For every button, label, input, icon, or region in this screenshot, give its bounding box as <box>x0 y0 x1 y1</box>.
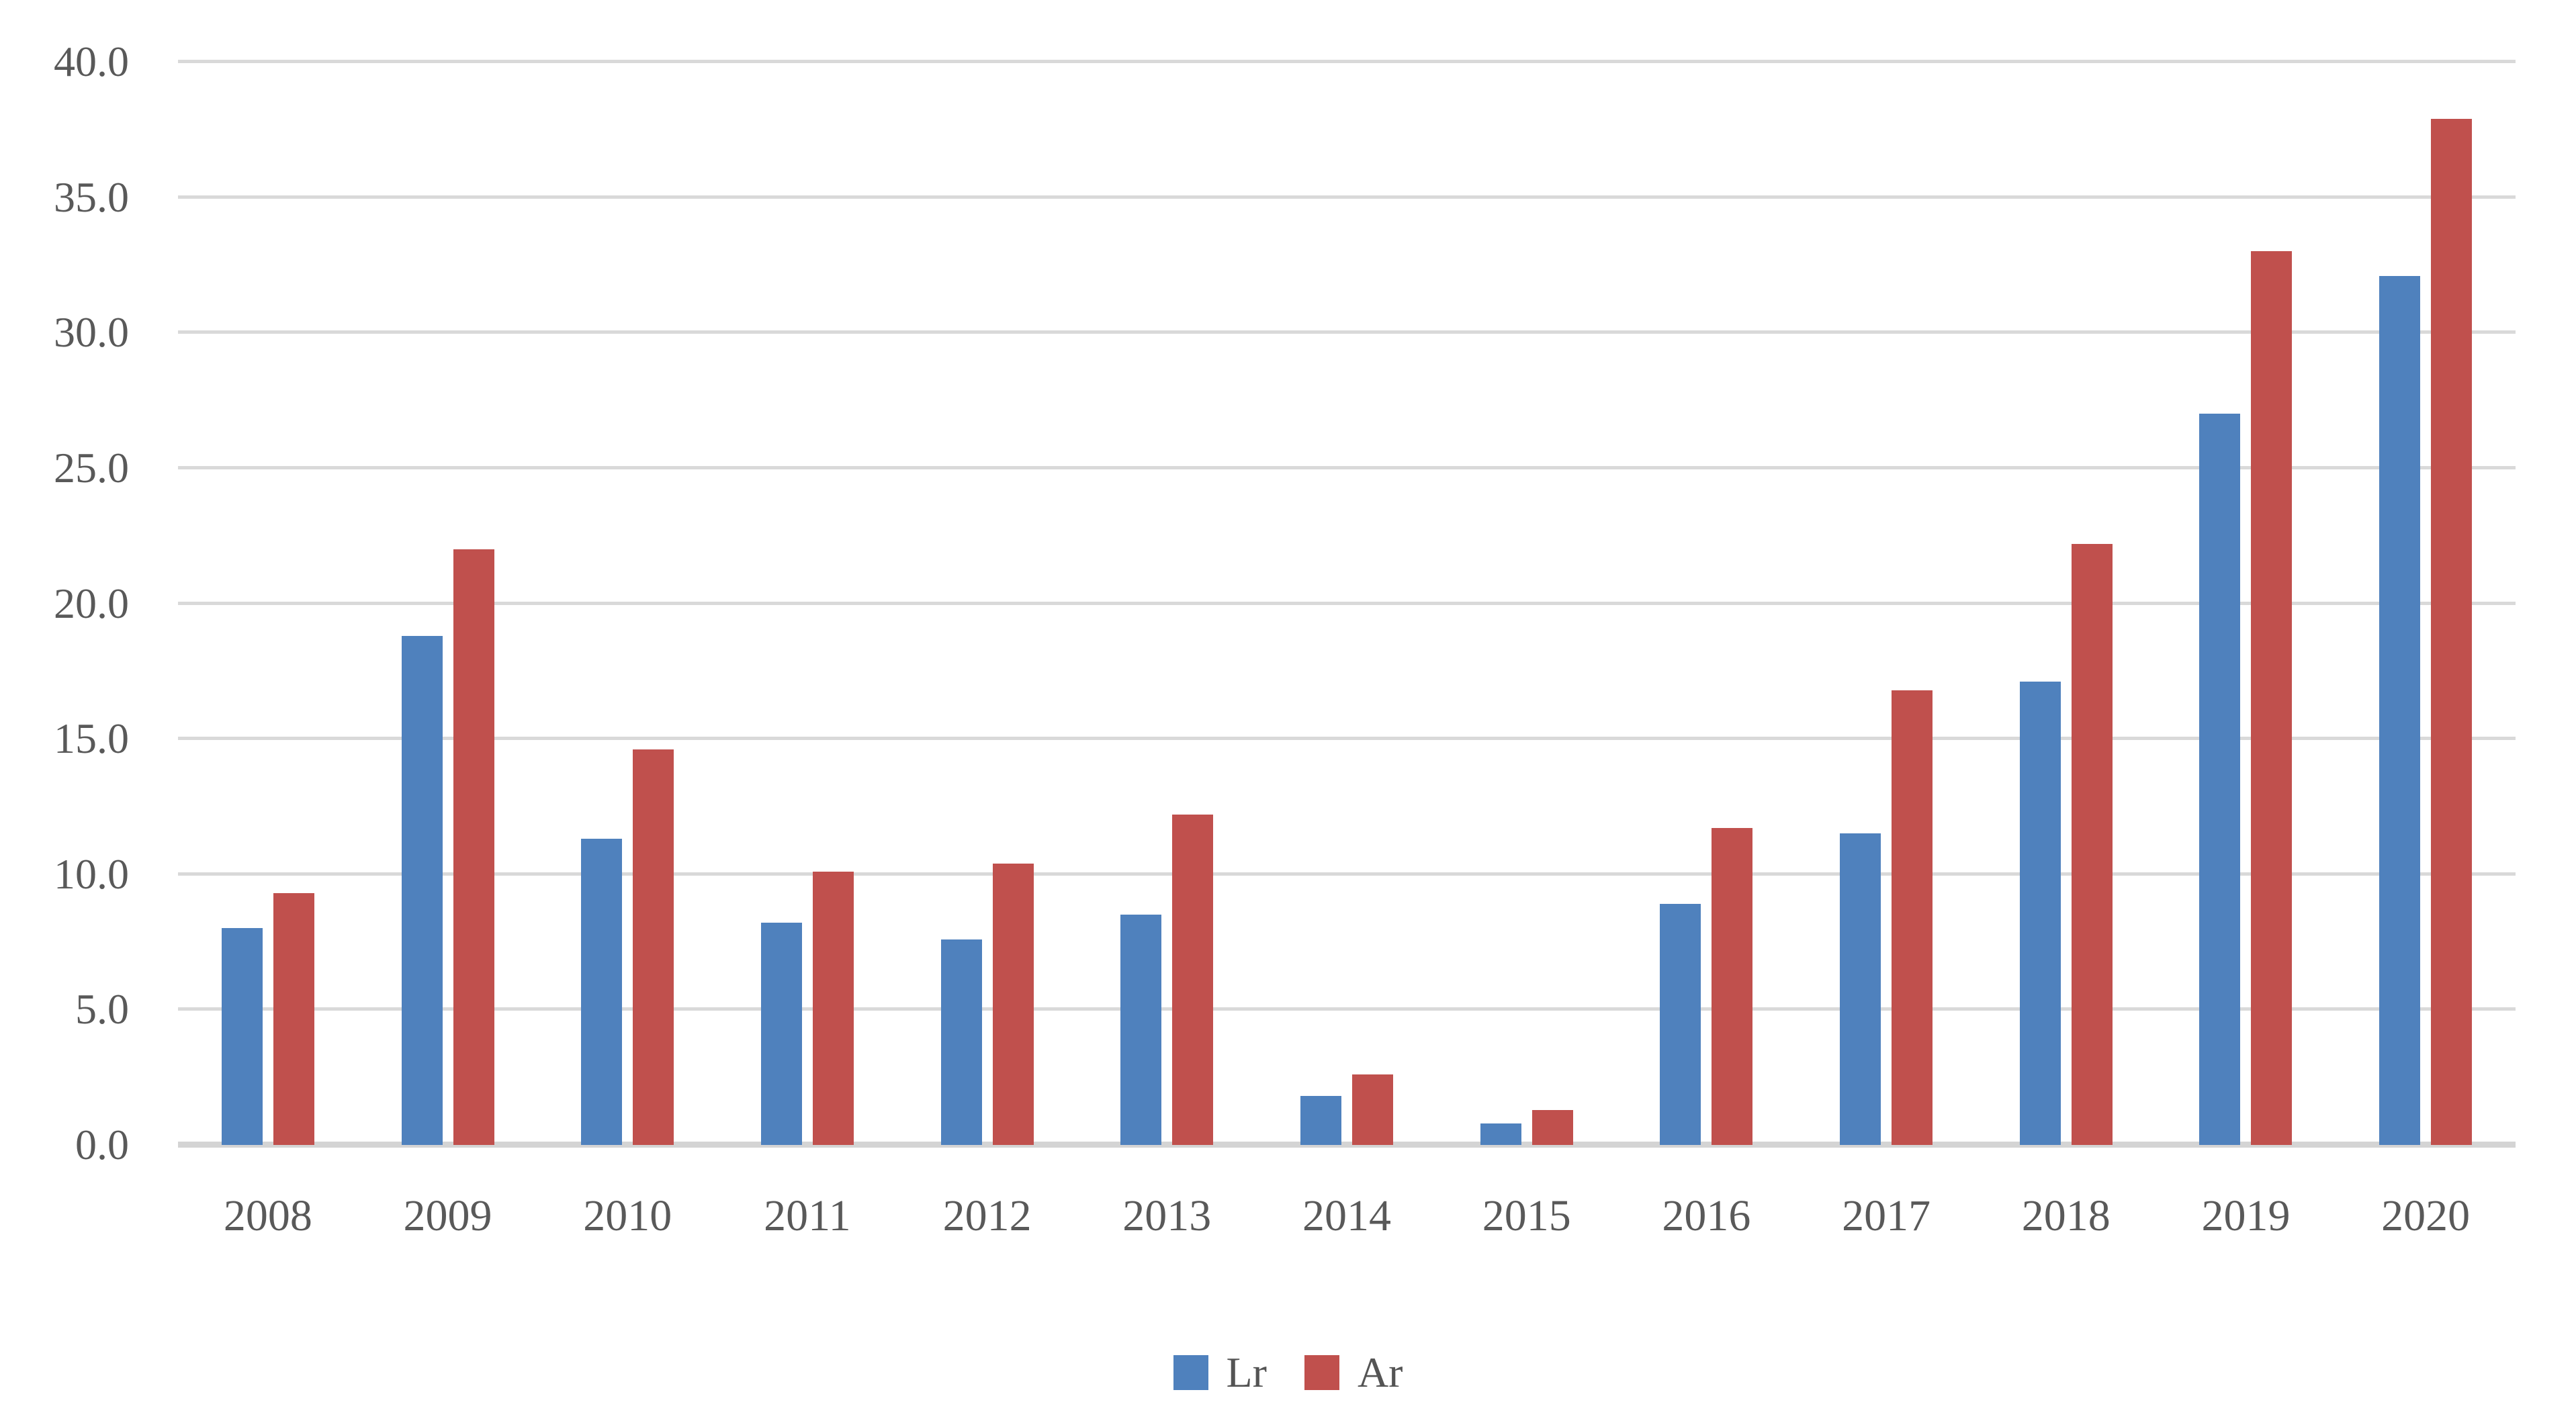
x-axis-baseline <box>178 1142 2516 1148</box>
gridline <box>178 1007 2516 1011</box>
x-tick-label: 2008 <box>223 1191 312 1240</box>
y-tick-label: 40.0 <box>54 38 129 85</box>
gridline <box>178 601 2516 605</box>
bar-lr-2016 <box>1660 904 1701 1145</box>
x-tick-label: 2011 <box>764 1191 851 1240</box>
x-tick-label: 2014 <box>1302 1191 1391 1240</box>
legend-swatch-lr <box>1173 1355 1208 1390</box>
y-tick-label: 25.0 <box>54 443 129 492</box>
bar-ar-2018 <box>2071 543 2113 1145</box>
bar-lr-2017 <box>1840 833 1881 1145</box>
bar-group-2015 <box>1480 1109 1573 1145</box>
y-tick-label: 10.0 <box>54 849 129 898</box>
legend-label-ar: Ar <box>1357 1348 1403 1396</box>
bar-ar-2010 <box>633 749 674 1145</box>
bar-lr-2012 <box>940 939 982 1145</box>
bar-ar-2011 <box>812 871 854 1145</box>
y-tick-label: 35.0 <box>54 173 129 221</box>
bar-group-2010 <box>581 749 674 1145</box>
gridline <box>178 737 2516 741</box>
bar-group-2014 <box>1300 1074 1393 1145</box>
bar-group-2012 <box>940 863 1034 1145</box>
bar-group-2019 <box>2199 251 2293 1145</box>
bar-group-2009 <box>401 549 494 1145</box>
bar-ar-2017 <box>1892 690 1933 1145</box>
bar-group-2017 <box>1840 690 1933 1145</box>
x-tick-label: 2009 <box>403 1191 492 1240</box>
bar-group-2013 <box>1120 815 1214 1145</box>
y-tick-label: 5.0 <box>75 985 129 1033</box>
gridline <box>178 195 2516 199</box>
bar-lr-2015 <box>1480 1123 1521 1145</box>
bar-ar-2008 <box>273 892 314 1145</box>
x-tick-label: 2018 <box>2021 1191 2111 1240</box>
bar-ar-2020 <box>2431 118 2473 1145</box>
bar-lr-2010 <box>581 839 623 1145</box>
y-tick-label: 15.0 <box>54 715 129 763</box>
gridline <box>178 330 2516 334</box>
bar-ar-2012 <box>992 863 1034 1145</box>
bar-group-2016 <box>1660 828 1753 1145</box>
legend-swatch-ar <box>1304 1355 1339 1390</box>
bar-lr-2020 <box>2379 275 2421 1145</box>
x-tick-label: 2012 <box>942 1191 1032 1240</box>
bar-lr-2018 <box>2019 682 2061 1145</box>
x-tick-label: 2020 <box>2381 1191 2471 1240</box>
bar-ar-2013 <box>1172 815 1214 1145</box>
gridline <box>178 872 2516 876</box>
bar-lr-2014 <box>1300 1096 1341 1145</box>
legend-item-ar: Ar <box>1304 1351 1403 1394</box>
bar-lr-2009 <box>401 635 443 1145</box>
x-tick-label: 2015 <box>1482 1191 1571 1240</box>
legend-item-lr: Lr <box>1173 1351 1267 1394</box>
bar-lr-2013 <box>1120 915 1162 1145</box>
x-tick-label: 2017 <box>1842 1191 1931 1240</box>
y-axis: 0.0 5.0 10.0 15.0 20.0 25.0 30.0 35.0 40.0 <box>0 40 129 1166</box>
bar-ar-2019 <box>2251 251 2293 1145</box>
bar-group-2020 <box>2379 118 2473 1145</box>
y-tick-label: 0.0 <box>75 1121 129 1168</box>
x-axis: 2008 2009 2010 2011 2012 2013 2014 2015 2016 2017… <box>178 1194 2516 1248</box>
legend: Lr Ar <box>0 1351 2576 1394</box>
bar-ar-2009 <box>453 549 494 1145</box>
x-tick-label: 2019 <box>2201 1191 2291 1240</box>
bar-lr-2011 <box>760 923 802 1145</box>
bar-ar-2016 <box>1712 828 1753 1145</box>
plot-area <box>178 60 2516 1148</box>
bar-group-2018 <box>2019 543 2113 1145</box>
legend-label-lr: Lr <box>1226 1348 1267 1396</box>
bar-ar-2014 <box>1352 1074 1393 1145</box>
x-tick-label: 2010 <box>583 1191 672 1240</box>
x-tick-label: 2016 <box>1662 1191 1751 1240</box>
bar-ar-2015 <box>1531 1109 1573 1145</box>
bar-group-2011 <box>760 871 854 1145</box>
y-tick-label: 30.0 <box>54 308 129 357</box>
bar-lr-2008 <box>221 928 263 1145</box>
gridline <box>178 60 2516 63</box>
y-tick-label: 20.0 <box>54 579 129 627</box>
bar-group-2008 <box>221 892 314 1145</box>
x-tick-label: 2013 <box>1122 1191 1212 1240</box>
bar-lr-2019 <box>2199 414 2241 1145</box>
gridline <box>178 465 2516 469</box>
